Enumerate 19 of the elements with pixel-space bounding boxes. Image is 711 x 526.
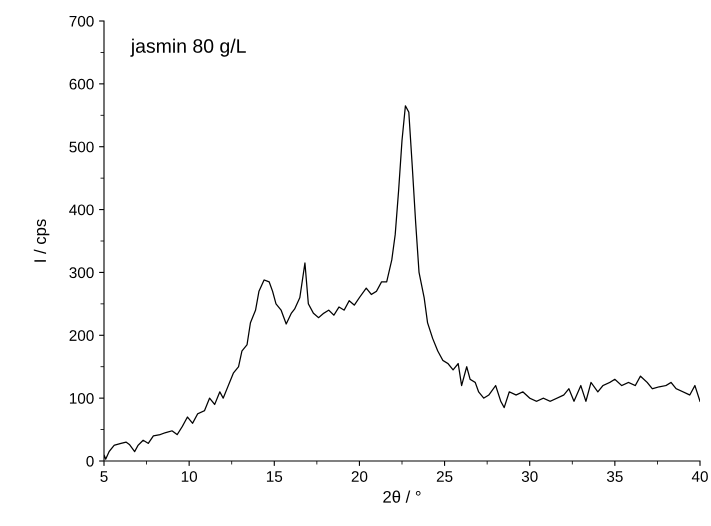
x-tick-label: 25 [436,471,452,482]
x-tick-label: 40 [692,471,708,482]
x-tick-label: 5 [100,471,108,482]
x-tick-label: 30 [522,471,538,482]
x-tick-label: 35 [606,471,623,482]
y-tick-label: 300 [69,267,94,278]
y-tick-label: 700 [70,16,94,27]
x-tick-label: 15 [266,471,282,482]
x-tick-label: 20 [352,471,368,482]
y-tick-label: 200 [70,330,94,341]
y-tick-label: 600 [70,78,94,90]
x-axis-title: 2θ / ° [383,490,421,503]
y-tick-label: 0 [86,456,94,467]
y-axis-title: I / cps [34,219,50,262]
y-tick-label: 400 [69,204,94,216]
y-tick-label: 100 [70,393,94,404]
x-tick-label: 10 [182,471,198,482]
annotation: jasmin 80 g/L [130,38,246,57]
y-tick-label: 500 [69,142,94,152]
